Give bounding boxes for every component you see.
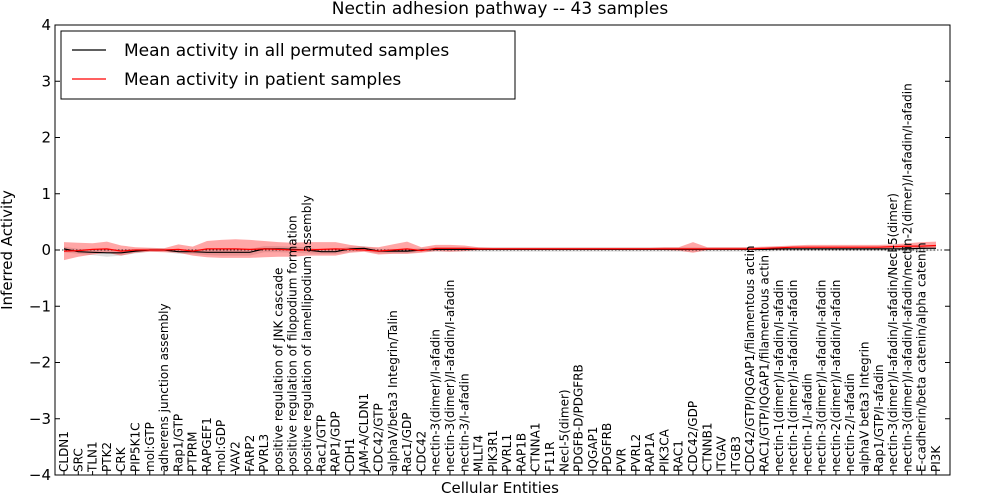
category-label: PVRL2 (629, 434, 643, 472)
series-lines (55, 244, 950, 254)
category-label: TLN1 (86, 441, 100, 473)
y-tick-label: 3 (41, 72, 51, 90)
category-label: mol:GDP (214, 420, 228, 472)
category-label: nectin-3(dimer)/I-afadin/I-afadin (443, 280, 457, 472)
category-label: CDH1 (343, 438, 357, 472)
category-label: PDGFB-D/PDGFRB (572, 364, 586, 472)
category-label: MLLT4 (472, 435, 486, 472)
category-label: CTNNB1 (700, 422, 714, 472)
y-axis-label: Inferred Activity (0, 190, 16, 310)
category-label: nectin-1(dimer)/I-afadin/I-afadin (786, 280, 800, 472)
y-tick-label: −4 (29, 466, 51, 484)
category-label: nectin-3(dimer)/I-afadin/I-afadin/nectin… (900, 83, 914, 472)
category-label: SRC (71, 448, 85, 472)
category-label: RAPGEF1 (200, 417, 214, 472)
category-label: adherens junction assembly (157, 303, 171, 472)
y-tick-label: 2 (41, 129, 51, 147)
category-label: nectin-3(dimer)/I-afadin/I-afadin (815, 280, 829, 472)
category-label: Rac1/GTP (314, 415, 328, 472)
category-label: CDC42/GTP (372, 403, 386, 472)
category-label: CDC42 (414, 431, 428, 472)
category-label: PVRL3 (257, 434, 271, 472)
x-axis-label: Cellular Entities (441, 479, 559, 497)
category-label: CDC42/GTP/IQGAP1/filamentous actin (743, 246, 757, 472)
category-label: PDGFRB (600, 423, 614, 472)
category-label: CLDN1 (57, 431, 71, 472)
category-label: nectin-1(dimer)/I-afadin/I-afadin (772, 280, 786, 472)
category-label: E-cadherin/beta catenin/alpha catenin (915, 242, 929, 472)
category-label: RAP1A (643, 432, 657, 472)
category-label: nectin-3(dimer)/I-afadin/I-afadin/Necl-5… (886, 193, 900, 472)
plot-frame (54, 24, 951, 476)
category-label: mol:GTP (143, 422, 157, 472)
category-label: positive regulation of JNK cascade (271, 268, 285, 472)
category-label: alphaV beta3 Integrin (858, 341, 872, 472)
category-label: Necl-5(dimer) (557, 389, 571, 472)
category-label: nectin-3(dimer)/I-afadin (429, 329, 443, 472)
chart-title: Nectin adhesion pathway -- 43 samples (332, 0, 669, 19)
y-tick-label: 1 (41, 185, 51, 203)
category-label: nectin-1/I-afadin (800, 373, 814, 472)
legend-label-permuted: Mean activity in all permuted samples (124, 41, 449, 61)
category-label: nectin-3/I-afadin (457, 373, 471, 472)
category-label: VAV2 (229, 441, 243, 472)
category-label: Rap1/GTP/I-afadin (872, 364, 886, 472)
category-label: positive regulation of lamellipodium ass… (300, 195, 314, 472)
legend-box (60, 30, 516, 100)
y-tick-label: −3 (29, 410, 51, 428)
category-label: CRK (114, 446, 128, 472)
y-tick-label: −1 (29, 297, 51, 315)
category-label: CDC42/GDP (686, 401, 700, 472)
category-label: alphaV/beta3 Integrin/Talin (386, 310, 400, 472)
category-label: F11R (543, 441, 557, 472)
y-tick-label: 4 (41, 16, 51, 34)
category-label: nectin-2(dimer)/I-afadin/I-afadin (829, 280, 843, 472)
category-label: PI3K (929, 445, 943, 472)
category-label: IQGAP1 (586, 427, 600, 472)
category-label: PTK2 (100, 442, 114, 472)
category-label: positive regulation of filopodium format… (286, 215, 300, 472)
category-label: Rap1/GTP (171, 414, 185, 472)
category-label: RAP1/GDP (329, 411, 343, 472)
category-label: ITGB3 (729, 436, 743, 472)
category-label: FARP2 (243, 435, 257, 472)
y-tick-label: 0 (41, 241, 51, 259)
category-label: CTNNA1 (529, 422, 543, 472)
category-label: nectin-2/I-afadin (843, 373, 857, 472)
category-label: PIK3CA (657, 428, 671, 472)
category-label: PVR (615, 448, 629, 472)
category-label: RAC1/GTP/IQGAP1/filamentous actin (758, 255, 772, 472)
category-label: RAC1 (672, 440, 686, 472)
category-label: PIP5K1C (129, 422, 143, 472)
category-label: Rac1/GDP (400, 413, 414, 472)
category-label: RAP1B (514, 433, 528, 472)
category-label: PTPRM (186, 432, 200, 473)
category-label: PIK3R1 (486, 430, 500, 472)
category-label: ITGAV (715, 435, 729, 472)
series-line-1 (63, 244, 937, 252)
category-label: JAM-A/CLDN1 (357, 393, 371, 473)
y-axis-ticks: −4 −3 −2 −1 0 1 2 3 4 (29, 16, 950, 484)
legend: Mean activity in all permuted samples Me… (60, 30, 516, 100)
category-labels: CLDN1 SRC TLN1 PTK2 CRK PIP5K1C mol:GTP adheren… (57, 83, 943, 475)
legend-label-patient: Mean activity in patient samples (124, 70, 401, 90)
y-tick-label: −2 (29, 354, 51, 372)
category-label: PVRL1 (500, 434, 514, 472)
